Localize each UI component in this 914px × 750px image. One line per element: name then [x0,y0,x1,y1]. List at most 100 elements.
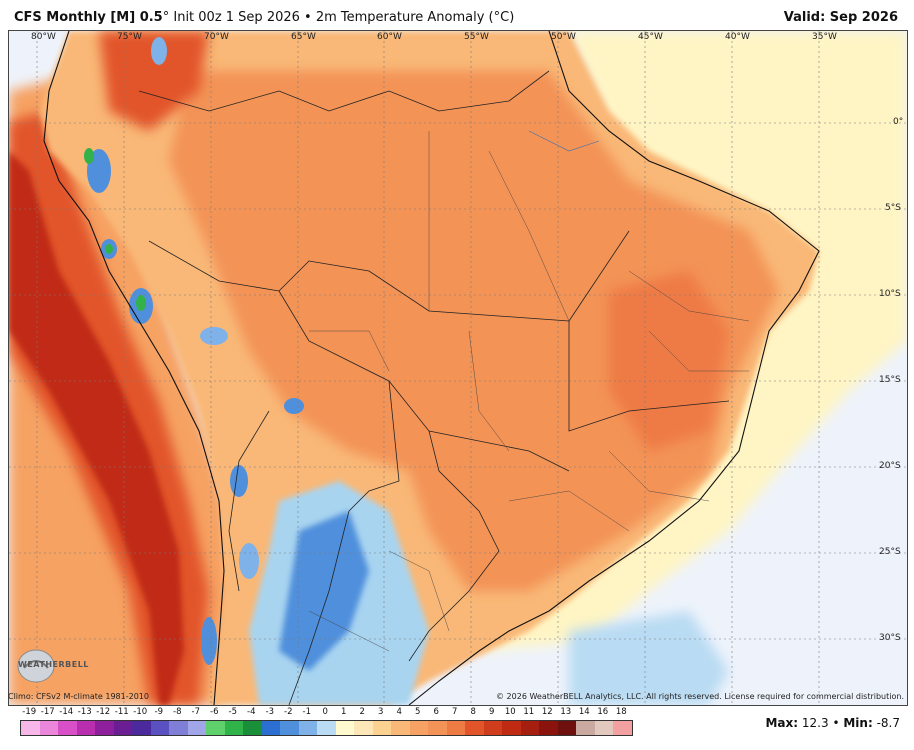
colorbar-tick-label: 7 [452,707,458,717]
colorbar-tick-label: -5 [228,707,237,717]
coastline [43,31,225,705]
andes-green-pocket [136,295,146,311]
colorbar-swatch [187,721,206,735]
header-bar: CFS Monthly [M] 0.5° Init 00z 1 Sep 2026… [0,0,914,30]
colorbar-swatch [132,721,151,735]
colorbar-swatch [76,721,95,735]
colorbar-swatch [557,721,576,735]
colorbar-swatch [224,721,243,735]
andes-cold-pocket [230,465,248,497]
colorbar-swatch [280,721,299,735]
colorbar-tick-label: 10 [504,707,516,717]
colorbar-swatch [206,721,225,735]
lon-label-80w: 80°W [31,32,56,42]
lat-label-15s: 15°S [879,375,901,385]
model-name: CFS Monthly [M] 0.5 [14,10,163,25]
colorbar-tick-label: -3 [265,707,274,717]
colorbar-tick-label: -1 [302,707,311,717]
colorbar-tick-label: 13 [560,707,572,717]
colorbar-swatch [428,721,447,735]
coastline [408,31,820,705]
colorbar-tick-label: 8 [470,707,476,717]
colorbar-tick-label: 14 [578,707,590,717]
colorbar-tick-label: 5 [415,707,421,717]
colorbar-swatch [39,721,58,735]
colorbar-tick-label: -7 [191,707,200,717]
north-hot-anomaly [99,31,209,131]
state-borders [308,131,750,652]
lat-label-10s: 10°S [879,289,901,299]
colorbar-swatch [372,721,391,735]
max-label: Max: [765,716,799,730]
interior-warm-anomaly [169,71,779,591]
lat-label-25s: 25°S [879,547,901,557]
colorbar-tick-label: 4 [396,707,402,717]
colorbar-tick-label: 18 [615,707,627,717]
colorbar-tick-label: 3 [378,707,384,717]
colorbar-tick-label: -17 [40,707,55,717]
lon-label-40w: 40°W [725,32,750,42]
colorbar-swatch [317,721,336,735]
colorbar-swatch [465,721,484,735]
colorbar-tick-label: -2 [284,707,293,717]
colorbar-swatch [613,721,632,735]
colorbar-swatch [502,721,521,735]
init-time: Init 00z 1 Sep 2026 [169,10,300,25]
copyright-notice: © 2026 WeatherBELL Analytics, LLC. All r… [496,692,904,701]
lat-label-30s: 30°S [879,633,901,643]
colorbar-tick-label: -9 [154,707,163,717]
weatherbell-logo-icon [17,649,55,683]
colorbar-swatch [446,721,465,735]
colorbar-swatch [95,721,114,735]
lon-label-60w: 60°W [377,32,402,42]
colorbar-swatch [409,721,428,735]
southeast-cool-anomaly [569,611,729,705]
lon-label-75w: 75°W [117,32,142,42]
colorbar-swatch [594,721,613,735]
title-bullet: • [299,10,316,25]
degree-mark: ° [162,10,170,25]
colorbar-swatch [335,721,354,735]
andes-cold-pocket [151,37,167,65]
coastal-very-hot-anomaly [9,151,184,705]
lat-label-20s: 20°S [879,461,901,471]
colorbar-tick-label: 16 [597,707,609,717]
colorbar [20,720,633,736]
max-min-stats: Max: 12.3 • Min: -8.7 [765,716,900,730]
lat-label-0: 0° [893,117,904,127]
logo-wordmark: WEATHERBELL [18,660,89,669]
climo-note: Climo: CFSv2 M-climate 1981-2010 [8,692,149,701]
andes-cold-pocket [201,617,217,665]
colorbar-tick-label: -11 [114,707,129,717]
argentina-cold-anomaly [279,511,369,671]
colorbar-tick-label: 2 [359,707,365,717]
colorbar-swatch [576,721,595,735]
andes-green-pocket [84,148,94,164]
colorbar-tick-label: -8 [173,707,182,717]
lon-label-65w: 65°W [291,32,316,42]
colorbar-tick-label: 9 [489,707,495,717]
colorbar-tick-label: 6 [433,707,439,717]
colorbar-tick-label: -14 [59,707,74,717]
lon-label-70w: 70°W [204,32,229,42]
map-canvas [9,31,907,705]
colorbar-tick-label: 12 [541,707,553,717]
lon-label-50w: 50°W [551,32,576,42]
field-name: 2m Temperature Anomaly (°C) [315,10,515,25]
colorbar-swatch [483,721,502,735]
colorbar-swatch [539,721,558,735]
min-value: -8.7 [876,716,900,730]
colorbar-tick-label: -10 [133,707,148,717]
colorbar-tick-label: -13 [77,707,92,717]
colorbar-swatch [261,721,280,735]
anomaly-map[interactable]: 80°W 75°W 70°W 65°W 60°W 55°W 50°W 45°W … [8,30,908,706]
lakes-rivers [528,130,600,152]
lat-label-5s: 5°S [885,203,901,213]
colorbar-swatch [113,721,132,735]
valid-date: Valid: Sep 2026 [783,10,898,25]
andes-cold-pocket [200,327,228,345]
central-hot-anomaly [609,271,729,451]
colorbar-tick-label: -6 [210,707,219,717]
colorbar-swatch [520,721,539,735]
colorbar-tick-label: 1 [341,707,347,717]
